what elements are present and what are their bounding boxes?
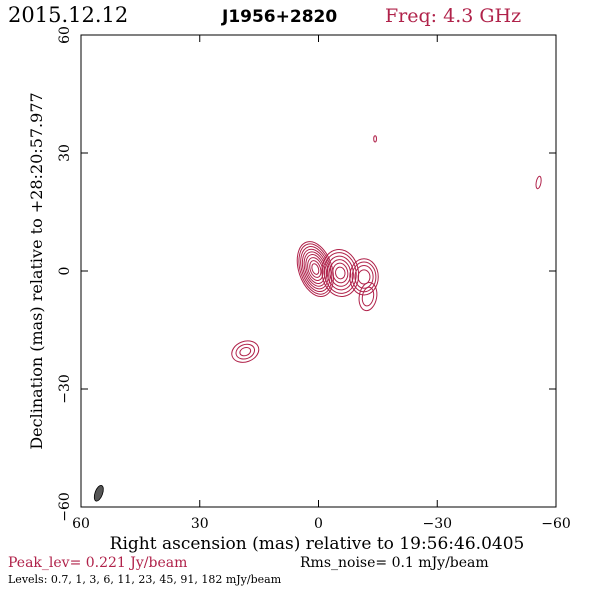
y-axis-label: Declination (mas) relative to +28:20:57.… <box>27 92 46 449</box>
observation-date: 2015.12.12 <box>8 3 128 27</box>
contour-line <box>373 135 377 143</box>
contour-line <box>309 260 322 278</box>
y-tick-label: −30 <box>57 374 73 404</box>
x-tick-labels: 60 30 0 −30 −60 <box>72 516 571 532</box>
contour-lines <box>231 135 542 363</box>
contour-line <box>298 243 333 295</box>
y-tick-label: 60 <box>57 26 73 44</box>
contour-line <box>334 266 346 280</box>
axis-ticks <box>80 34 557 508</box>
contour-line <box>305 254 326 285</box>
x-tick-label: 60 <box>72 516 90 532</box>
contour-line <box>301 248 329 290</box>
contour-line <box>239 346 252 357</box>
contour-line <box>349 258 379 296</box>
y-tick-label: 30 <box>57 144 73 162</box>
contour-line <box>357 269 371 285</box>
contour-line <box>361 286 375 307</box>
contour-line <box>235 343 256 360</box>
y-tick-label: −60 <box>57 492 73 522</box>
x-tick-label: 0 <box>314 516 323 532</box>
contour-line <box>296 241 334 297</box>
x-tick-label: 30 <box>191 516 209 532</box>
contour-line <box>311 263 320 275</box>
x-tick-label: −30 <box>422 516 452 532</box>
peak-level: Peak_lev= 0.221 Jy/beam <box>8 555 187 571</box>
beam-ellipse <box>93 484 104 502</box>
contour-line <box>321 248 360 297</box>
contour-line <box>231 340 260 363</box>
frequency-label: Freq: 4.3 GHz <box>385 5 521 27</box>
beam-shape <box>93 484 104 502</box>
y-tick-labels: 60 30 0 −30 −60 <box>57 26 73 522</box>
contour-line <box>358 282 378 312</box>
contour-levels: Levels: 0.7, 1, 3, 6, 11, 23, 45, 91, 18… <box>8 573 282 586</box>
source-name: J1956+2820 <box>221 7 337 27</box>
x-tick-label: −60 <box>541 516 571 532</box>
y-tick-label: 0 <box>57 267 73 276</box>
x-axis-label: Right ascension (mas) relative to 19:56:… <box>110 534 525 554</box>
contour-line <box>354 264 374 289</box>
contour-line <box>332 262 349 284</box>
rms-noise: Rms_noise= 0.1 mJy/beam <box>300 555 489 571</box>
contour-line <box>535 175 542 190</box>
